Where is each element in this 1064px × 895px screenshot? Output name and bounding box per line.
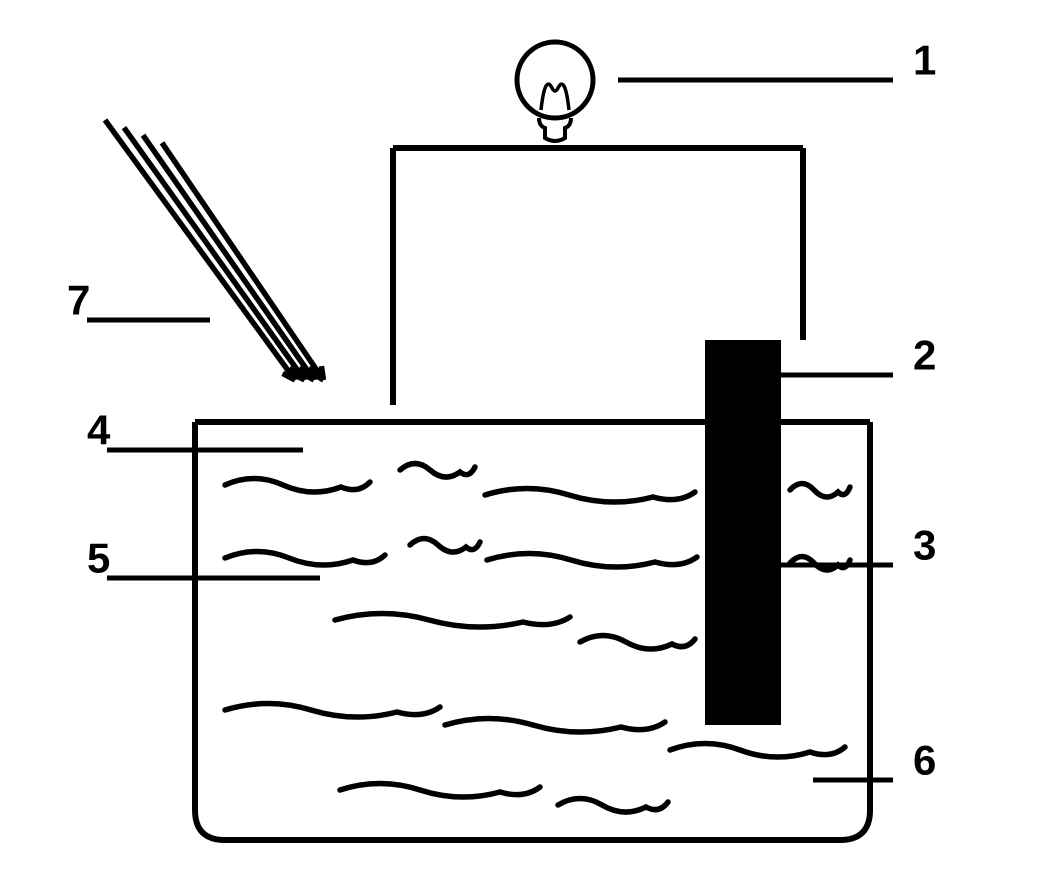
- diagram-svg: 1 2 3 4 5 6 7: [0, 0, 1064, 890]
- label-1: 1: [913, 37, 936, 84]
- label-2: 2: [913, 332, 936, 379]
- label-7: 7: [67, 277, 90, 324]
- label-5: 5: [87, 535, 110, 582]
- schematic-diagram: 1 2 3 4 5 6 7: [0, 0, 1064, 890]
- label-3: 3: [913, 522, 936, 569]
- label-6: 6: [913, 737, 936, 784]
- label-4: 4: [87, 407, 111, 454]
